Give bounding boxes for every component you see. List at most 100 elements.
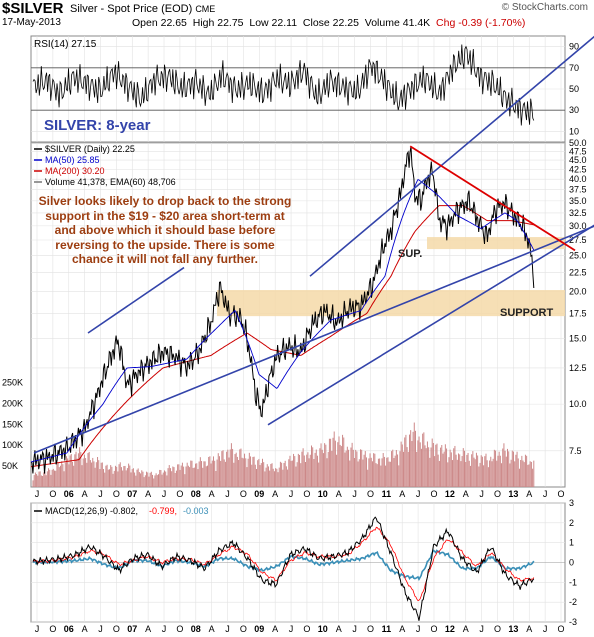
chart-big-title: SILVER: 8-year	[44, 117, 151, 134]
macd-x-tick-label: A	[272, 624, 278, 634]
x-tick-label: 09	[254, 489, 264, 499]
x-tick-label: J	[289, 489, 294, 499]
channel-upper-line	[309, 35, 594, 277]
exchange: CME	[195, 4, 216, 14]
price-tick-label: 25.0	[569, 250, 587, 260]
rsi-tick-label: 90	[569, 42, 579, 52]
x-tick-label: J	[543, 489, 548, 499]
x-tick-label: O	[49, 489, 56, 499]
volume-tick-label: 100K	[2, 440, 23, 450]
x-tick-label: J	[352, 489, 357, 499]
legend-entry: Volume 41,378, EMA(60) 48,706	[45, 177, 176, 187]
macd-x-tick-label: J	[35, 624, 40, 634]
macd-x-tick-label: J	[479, 624, 484, 634]
macd-x-tick-label: 08	[191, 624, 201, 634]
rsi-tick-label: 10	[569, 126, 579, 136]
legend-entry: MA(50) 25.85	[45, 155, 100, 165]
macd-x-tick-label: J	[416, 624, 421, 634]
price-tick-label: 15.0	[569, 333, 587, 343]
rsi-tick-label: 30	[569, 105, 579, 115]
macd-x-tick-label: A	[336, 624, 342, 634]
macd-line	[32, 516, 535, 621]
price-tick-label: 22.5	[569, 268, 587, 278]
price-tick-label: 27.5	[569, 235, 587, 245]
rsi-title: RSI(14) 27.15	[34, 39, 97, 50]
support-zone	[217, 290, 565, 317]
price-tick-label: 42.5	[569, 164, 587, 174]
macd-x-tick-label: O	[240, 624, 247, 634]
sup-zone-label: SUP.	[398, 248, 423, 260]
macd-x-tick-label: J	[162, 624, 167, 634]
ma50-line	[30, 179, 535, 463]
x-tick-label: A	[399, 489, 405, 499]
macd-x-tick-label: O	[49, 624, 56, 634]
macd-tick-label: 3	[569, 498, 574, 508]
price-tick-label: 35.0	[569, 196, 587, 206]
macd-histogram-value: -0.003	[183, 506, 209, 516]
support-zone-label: SUPPORT	[500, 307, 554, 319]
x-tick-label: A	[145, 489, 151, 499]
macd-signal-value: -0.799,	[149, 506, 177, 516]
macd-x-tick-label: O	[113, 624, 120, 634]
annotation-text: Silver looks likely to drop back to the …	[38, 194, 292, 267]
macd-x-tick-label: 07	[127, 624, 137, 634]
macd-x-tick-label: O	[303, 624, 310, 634]
price-tick-label: 47.5	[569, 146, 587, 156]
legend-entry: MA(200) 30.20	[45, 166, 105, 176]
subtitle: Silver - Spot Price (EOD) CME	[70, 3, 215, 15]
x-tick-label: 11	[382, 489, 392, 499]
x-tick-label: A	[272, 489, 278, 499]
price-tick-label: 7.5	[569, 446, 582, 456]
macd-x-tick-label: O	[557, 624, 564, 634]
macd-tick-label: 0	[569, 558, 574, 568]
macd-x-tick-label: A	[526, 624, 532, 634]
volume-tick-label: 200K	[2, 398, 23, 408]
macd-x-tick-label: 13	[508, 624, 518, 634]
price-tick-label: 37.5	[569, 185, 587, 195]
legend-entry: $SILVER (Daily) 22.25	[45, 144, 135, 154]
macd-x-tick-label: 12	[445, 624, 455, 634]
price-tick-label: 20.0	[569, 287, 587, 297]
x-tick-label: O	[367, 489, 374, 499]
stockcharts-credit[interactable]: © StockCharts.com	[501, 2, 588, 13]
x-tick-label: 13	[508, 489, 518, 499]
x-tick-label: 06	[64, 489, 74, 499]
macd-x-tick-label: J	[98, 624, 103, 634]
open-value: Open 22.65	[132, 17, 187, 29]
macd-tick-label: 1	[569, 538, 574, 548]
high-value: High 22.75	[192, 17, 244, 29]
price-tick-label: 12.5	[569, 363, 587, 373]
macd-tick-label: -1	[569, 577, 577, 587]
price-line	[30, 146, 535, 474]
macd-x-tick-label: A	[145, 624, 151, 634]
macd-x-tick-label: O	[176, 624, 183, 634]
macd-x-tick-label: O	[367, 624, 374, 634]
macd-x-tick-label: J	[543, 624, 548, 634]
macd-x-tick-label: 10	[318, 624, 328, 634]
x-tick-label: O	[557, 489, 564, 499]
macd-title: MACD(12,26,9) -0.802,	[45, 506, 138, 516]
macd-x-tick-label: A	[82, 624, 88, 634]
channel-support-line	[267, 224, 594, 426]
macd-x-tick-label: A	[399, 624, 405, 634]
volume-value: Volume 41.4K	[364, 17, 431, 29]
rsi-tick-label: 50	[569, 84, 579, 94]
price-tick-label: 50.0	[569, 138, 587, 148]
x-tick-label: J	[479, 489, 484, 499]
x-tick-label: O	[113, 489, 120, 499]
channel-lower-line	[33, 225, 594, 454]
macd-histogram-line	[32, 549, 535, 581]
x-tick-label: O	[240, 489, 247, 499]
rsi-line	[32, 44, 535, 126]
volume-tick-label: 150K	[2, 419, 23, 429]
x-tick-label: 07	[127, 489, 137, 499]
macd-x-tick-label: 09	[254, 624, 264, 634]
change-value: Chg -0.39 (-1.70%)	[436, 17, 526, 29]
x-tick-label: J	[162, 489, 167, 499]
rsi-tick-label: 70	[569, 63, 579, 73]
x-tick-label: J	[35, 489, 40, 499]
x-tick-label: J	[225, 489, 230, 499]
macd-tick-label: -2	[569, 597, 577, 607]
price-tick-label: 30.0	[569, 221, 587, 231]
